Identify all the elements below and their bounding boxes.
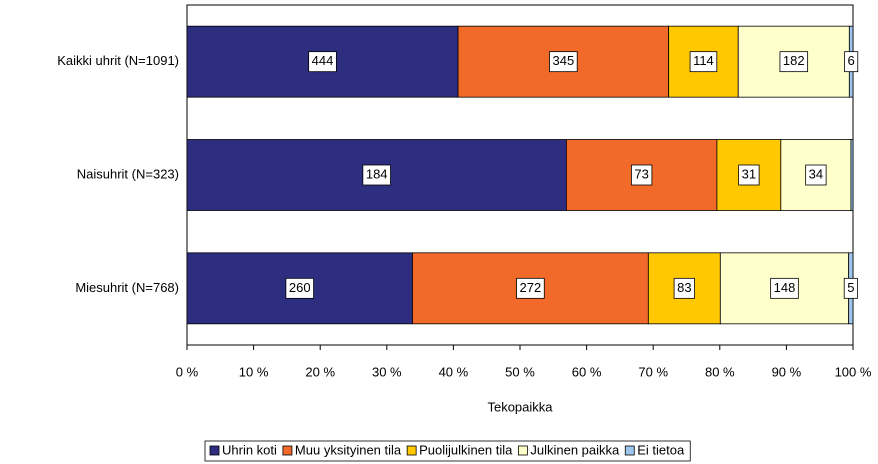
data-label-box <box>673 277 695 299</box>
data-label-box <box>549 51 578 73</box>
data-label: 5 <box>847 280 854 295</box>
data-label: 31 <box>742 166 756 181</box>
bar-segment <box>850 139 854 211</box>
data-label: 444 <box>312 53 334 68</box>
data-label-box <box>805 164 827 186</box>
legend-swatch <box>406 445 417 456</box>
x-tick-label: 70 % <box>638 364 668 379</box>
y-tick-label: Miesuhrit (N=768) <box>75 280 179 295</box>
data-label-box <box>516 277 545 299</box>
data-label-box <box>362 164 391 186</box>
legend-label: Ei tietoa <box>637 442 685 457</box>
y-tick-label: Kaikki uhrit (N=1091) <box>57 53 179 68</box>
legend-label: Muu yksityinen tila <box>295 442 402 457</box>
data-label: 184 <box>366 166 388 181</box>
data-label: 114 <box>693 53 714 68</box>
data-label: 73 <box>634 166 648 181</box>
legend-swatch <box>209 445 220 456</box>
data-label-box <box>631 164 653 186</box>
data-label-box <box>738 164 760 186</box>
x-tick-label: 90 % <box>772 364 802 379</box>
data-label: 260 <box>289 280 311 295</box>
data-label: 148 <box>774 280 796 295</box>
x-tick-label: 40 % <box>439 364 469 379</box>
data-label-box <box>308 51 337 73</box>
legend-label: Uhrin koti <box>222 442 277 457</box>
legend-label: Julkinen paikka <box>530 442 620 457</box>
data-label: 345 <box>552 53 574 68</box>
y-tick-label: Naisuhrit (N=323) <box>77 166 179 181</box>
x-axis-title: Tekopaikka <box>487 399 553 414</box>
legend-swatch <box>517 445 528 456</box>
x-tick-label: 20 % <box>305 364 335 379</box>
x-tick-label: 50 % <box>505 364 535 379</box>
data-label: 6 <box>848 53 855 68</box>
data-label-box <box>689 51 718 73</box>
legend-swatch <box>282 445 293 456</box>
x-tick-label: 100 % <box>835 364 872 379</box>
data-label-box <box>779 51 809 73</box>
data-label-box <box>285 277 314 299</box>
data-label: 272 <box>520 280 542 295</box>
data-label: 83 <box>677 280 691 295</box>
legend-label: Puolijulkinen tila <box>419 442 513 457</box>
legend-swatch <box>624 445 635 456</box>
data-label: 34 <box>809 166 823 181</box>
data-label-box <box>770 277 799 299</box>
x-tick-label: 30 % <box>372 364 402 379</box>
legend-box <box>204 440 691 462</box>
x-tick-label: 0 % <box>176 364 199 379</box>
data-label-box <box>844 51 859 73</box>
x-tick-label: 10 % <box>239 364 269 379</box>
x-tick-label: 80 % <box>705 364 735 379</box>
x-tick-label: 60 % <box>572 364 602 379</box>
data-label: 182 <box>783 53 805 68</box>
data-label-box <box>843 277 858 299</box>
